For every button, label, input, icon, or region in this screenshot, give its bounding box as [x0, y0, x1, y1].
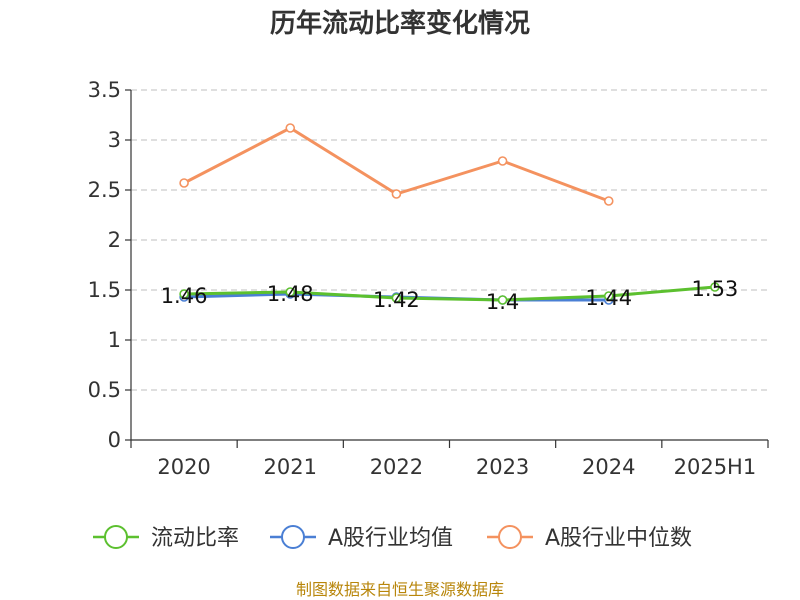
x-tick-label: 2025H1 [674, 455, 757, 479]
y-tick-label: 3 [108, 128, 121, 152]
data-label: 1.46 [161, 284, 208, 308]
series-layer [179, 123, 720, 305]
x-tick-label: 2024 [582, 455, 635, 479]
y-tick-label: 2.5 [88, 178, 121, 202]
legend-item-1[interactable]: A股行业均值 [270, 525, 453, 551]
data-point-0 [179, 289, 189, 299]
data-point-0 [497, 295, 508, 305]
data-label: 1.44 [585, 286, 632, 310]
x-tick-label: 2020 [157, 455, 210, 479]
series-line-0 [184, 285, 716, 302]
grid-lines [131, 89, 768, 391]
legend-label: A股行业中位数 [545, 526, 692, 551]
data-point-2 [285, 123, 296, 133]
data-point-2 [603, 196, 614, 206]
legend-item-0[interactable]: 流动比率 [93, 525, 239, 551]
x-tick-label: 2022 [370, 455, 423, 479]
data-point-2 [391, 189, 402, 199]
y-tick-label: 1.5 [88, 278, 121, 302]
axes: 0 0.5 1 1.5 2 2.5 3 3.5 2020 2021 2022 2023 2024 2025… [88, 78, 769, 479]
legend-marker [104, 525, 128, 549]
data-point-2 [179, 178, 189, 188]
x-tick-label: 2023 [476, 455, 529, 479]
data-point-0 [710, 282, 720, 292]
legend[interactable]: 流动比率 A股行业均值 A股行业中位数 [93, 525, 692, 551]
legend-item-2[interactable]: A股行业中位数 [487, 525, 692, 551]
y-tick-label: 0 [108, 428, 121, 452]
legend-marker [498, 525, 522, 549]
chart-title: 历年流动比率变化情况 [270, 8, 530, 39]
legend-marker [281, 525, 305, 549]
y-tick-label: 2 [108, 228, 121, 252]
data-label: 1.4 [486, 290, 519, 314]
data-point-0 [603, 291, 614, 301]
legend-label: A股行业均值 [328, 526, 453, 551]
data-label: 1.48 [267, 282, 314, 306]
data-labels: 1.46 1.48 1.42 1.4 1.44 1.53 [161, 277, 739, 314]
legend-label: 流动比率 [151, 526, 239, 551]
x-tick-label: 2021 [264, 455, 317, 479]
data-label: 1.53 [692, 277, 739, 301]
data-label: 1.42 [373, 288, 420, 312]
data-point-0 [391, 293, 402, 303]
y-tick-label: 1 [108, 328, 121, 352]
source-note: 制图数据来自恒生聚源数据库 [296, 580, 504, 599]
data-point-2 [497, 156, 508, 166]
data-point-0 [285, 287, 296, 297]
y-tick-label: 3.5 [88, 78, 121, 102]
y-tick-label: 0.5 [88, 378, 121, 402]
